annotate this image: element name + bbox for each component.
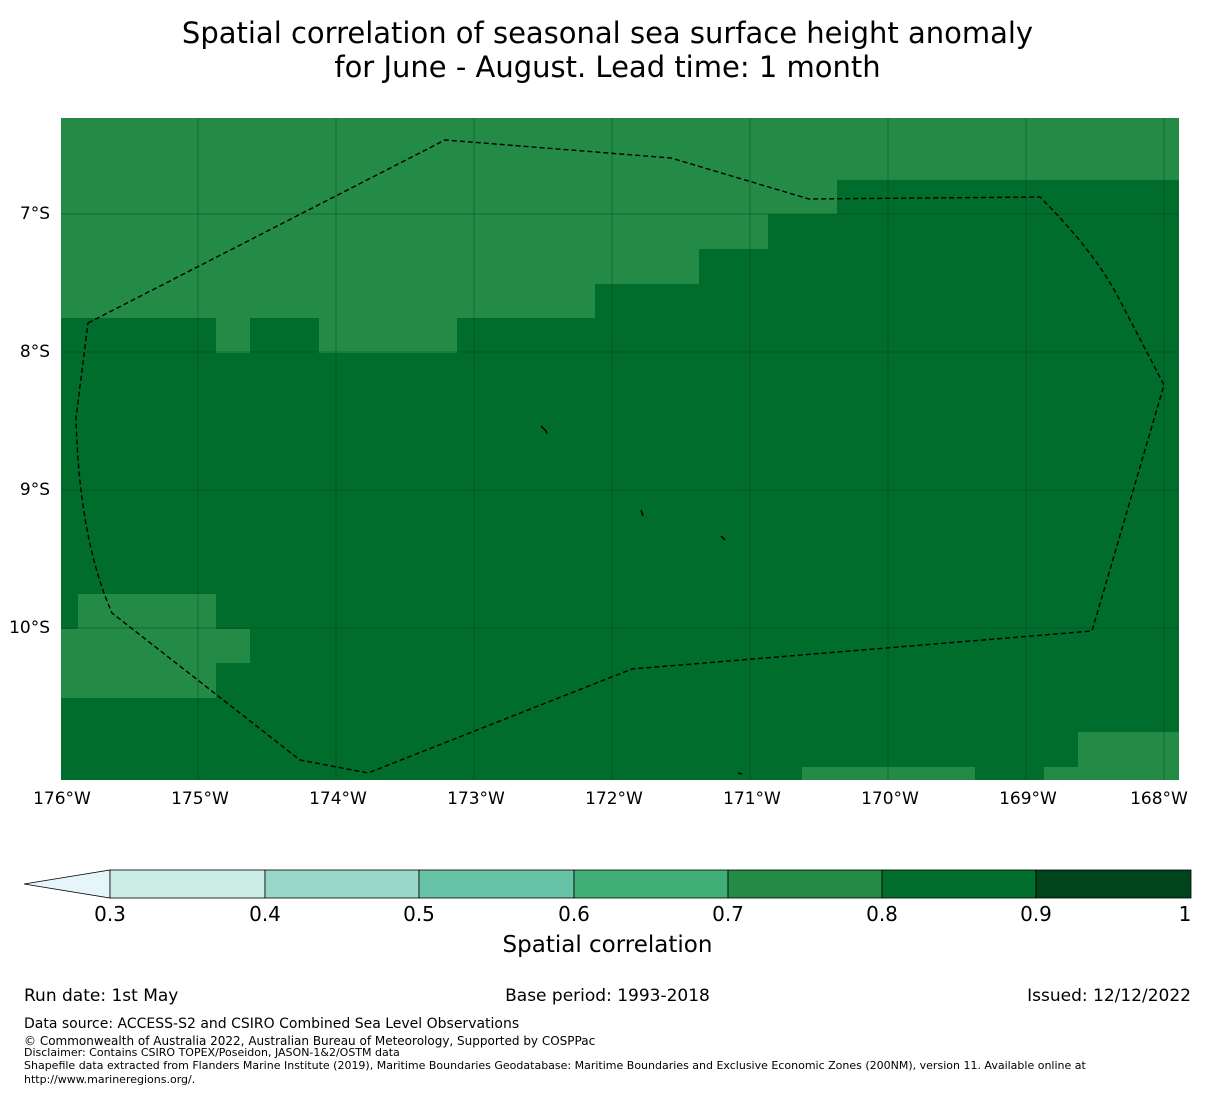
- colorbar-tick-0.7: 0.7: [712, 902, 744, 926]
- map-title-line-1: Spatial correlation of seasonal sea surf…: [181, 16, 1034, 50]
- issued-date: Issued: 12/12/2022: [1027, 986, 1191, 1006]
- high-correlation-region: [61, 180, 1179, 780]
- island-fakaofo: [720, 535, 726, 541]
- gridlines: [61, 118, 1179, 780]
- x-tick-175w: 175°W: [171, 789, 229, 809]
- copyright-notice: © Commonwealth of Australia 2022, Austra…: [24, 1034, 596, 1048]
- colorbar-extend-min: [24, 869, 111, 899]
- colorbar-tick-0.3: 0.3: [94, 902, 126, 926]
- shapefile-url: http://www.marineregions.org/.: [24, 1073, 196, 1086]
- x-tick-173w: 173°W: [447, 789, 505, 809]
- map-title-line-2: for June - August. Lead time: 1 month: [334, 50, 881, 84]
- x-tick-168w: 168°W: [1130, 789, 1188, 809]
- colorbar-tick-1: 1: [1178, 902, 1192, 926]
- colorbar-bin-0.8-0.9: [881, 869, 1037, 899]
- run-date: Run date: 1st May: [24, 986, 179, 1006]
- colorbar-bin-0.4-0.5: [264, 869, 420, 899]
- colorbar-bin-0.3-0.4: [109, 869, 266, 899]
- colorbar: [24, 869, 1192, 899]
- x-tick-171w: 171°W: [723, 789, 781, 809]
- x-tick-172w: 172°W: [585, 789, 643, 809]
- disclaimer: Disclaimer: Contains CSIRO TOPEX/Poseido…: [24, 1046, 400, 1059]
- y-tick-8s: 8°S: [19, 342, 50, 362]
- colorbar-bin-0.9-1: [1035, 869, 1192, 899]
- eez-boundary: [75, 139, 1165, 774]
- y-tick-7s: 7°S: [19, 204, 50, 224]
- x-tick-170w: 170°W: [861, 789, 919, 809]
- colorbar-tick-0.9: 0.9: [1020, 902, 1052, 926]
- island-atafu: [540, 425, 548, 435]
- base-period: Base period: 1993-2018: [505, 986, 710, 1006]
- colorbar-bin-0.7-0.8: [727, 869, 883, 899]
- correlation-map: [61, 118, 1179, 780]
- island-nukunonu: [640, 509, 644, 517]
- colorbar-bin-0.5-0.6: [418, 869, 575, 899]
- colorbar-tick-0.5: 0.5: [403, 902, 435, 926]
- x-tick-169w: 169°W: [999, 789, 1057, 809]
- data-source: Data source: ACCESS-S2 and CSIRO Combine…: [24, 1016, 520, 1032]
- y-tick-9s: 9°S: [19, 480, 50, 500]
- y-tick-10s: 10°S: [9, 618, 50, 638]
- x-tick-176w: 176°W: [33, 789, 91, 809]
- x-tick-174w: 174°W: [309, 789, 367, 809]
- colorbar-bin-0.6-0.7: [573, 869, 729, 899]
- colorbar-tick-0.6: 0.6: [558, 902, 590, 926]
- colorbar-tick-0.4: 0.4: [249, 902, 281, 926]
- colorbar-tick-0.8: 0.8: [866, 902, 898, 926]
- shapefile-credit: Shapefile data extracted from Flanders M…: [24, 1059, 1086, 1072]
- island-swains: [737, 772, 743, 775]
- colorbar-label: Spatial correlation: [502, 932, 713, 958]
- map-canvas: [61, 118, 1179, 780]
